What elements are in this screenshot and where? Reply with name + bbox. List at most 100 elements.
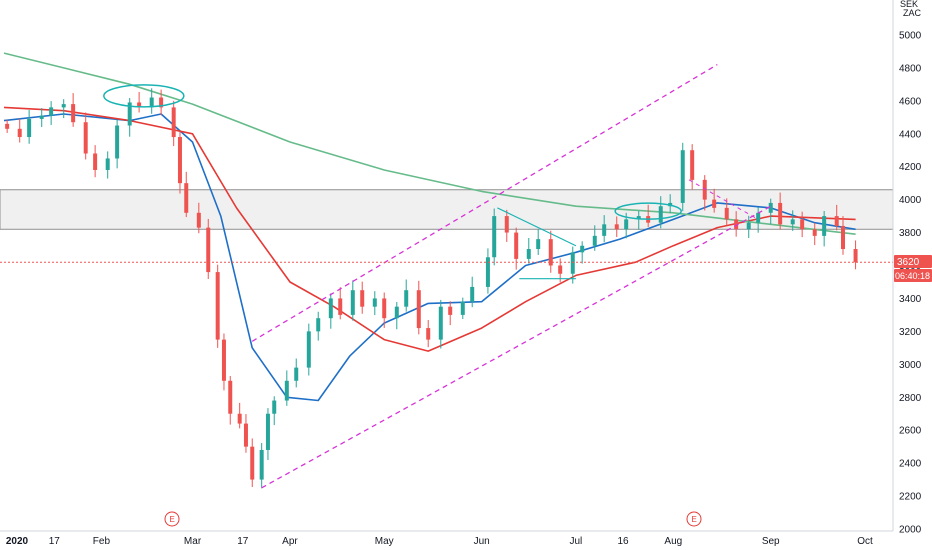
price-tick-label: 3400: [899, 294, 922, 305]
price-tick-label: 2400: [899, 459, 922, 470]
candle-up: [404, 279, 409, 312]
candle-down: [614, 216, 619, 238]
date-tick-label: Feb: [93, 536, 111, 547]
candle-down: [5, 119, 10, 133]
price-tick-label: 4600: [899, 96, 922, 107]
candle-body: [658, 206, 663, 223]
candle-up: [265, 408, 270, 460]
candle-body: [284, 380, 289, 401]
candle-down: [504, 209, 509, 242]
candle-body: [184, 183, 189, 213]
candle-body: [853, 249, 858, 263]
candle-body: [712, 199, 717, 208]
candle-down: [548, 230, 553, 273]
candle-body: [105, 158, 110, 170]
candle-body: [171, 107, 176, 138]
candle-up: [492, 208, 497, 266]
candle-body: [5, 123, 10, 129]
event-marker-earnings-aug[interactable]: E: [686, 511, 702, 527]
candle-body: [39, 115, 44, 119]
candle-up: [316, 311, 321, 341]
candle-down: [812, 222, 817, 246]
countdown-badge-bg: [894, 269, 932, 282]
date-tick-label: Oct: [857, 536, 873, 547]
price-tick-label: 4400: [899, 129, 922, 140]
candle-down: [338, 287, 343, 320]
candle-down: [360, 281, 365, 314]
candle-up: [394, 302, 399, 330]
candle-up: [372, 291, 377, 316]
candle-body: [196, 212, 201, 228]
candle-body: [526, 249, 531, 259]
candle-body: [690, 150, 695, 180]
date-tick-label: Apr: [282, 536, 298, 547]
price-tick-label: 3800: [899, 228, 922, 239]
candle-body: [470, 286, 475, 302]
candle-down: [215, 264, 220, 348]
candle-up: [460, 297, 465, 320]
candle-body: [790, 219, 795, 225]
candle-down: [83, 112, 88, 160]
channel-upper-line: [251, 64, 718, 342]
candle-up: [756, 207, 761, 233]
candle-down: [778, 192, 783, 230]
candle-body: [504, 216, 509, 233]
candle-body: [426, 328, 431, 340]
candle-body: [834, 216, 839, 226]
candle-body: [177, 137, 182, 184]
candle-body: [221, 339, 226, 381]
event-marker-label: E: [692, 515, 697, 524]
price-tick-label: 4200: [899, 162, 922, 173]
currency-label: SEK: [900, 0, 918, 9]
candle-body: [624, 219, 629, 230]
candle-body: [734, 219, 739, 230]
candle-down: [177, 131, 182, 194]
candle-down: [221, 333, 226, 391]
candle-down: [228, 376, 233, 425]
candle-body: [636, 216, 641, 220]
candle-up: [39, 108, 44, 127]
candle-body: [382, 298, 387, 319]
candle-down: [206, 218, 211, 280]
candle-up: [580, 241, 585, 264]
date-tick-label: 17: [237, 536, 249, 547]
candle-body: [49, 107, 54, 116]
candle-body: [272, 400, 277, 414]
candle-body: [614, 224, 619, 230]
date-tick-label: Aug: [664, 536, 682, 547]
channel-lower-line: [261, 205, 772, 489]
event-marker-circle[interactable]: [686, 511, 702, 527]
candle-body: [602, 224, 607, 236]
candle-up: [592, 225, 597, 251]
candle-body: [514, 232, 519, 259]
time-axis[interactable]: 2020 17 Feb Mar 17 Apr May Jun Jul 16 Aug Sep Oct: [6, 536, 873, 547]
event-marker-earnings-feb[interactable]: E: [164, 511, 180, 527]
candle-body: [756, 212, 761, 223]
candle-body: [137, 102, 142, 108]
candle-body: [822, 216, 827, 236]
event-marker-label: E: [170, 515, 175, 524]
resistance-zone: [0, 189, 894, 230]
sma-slow-line: [3, 106, 856, 352]
pullback-dashed-line: [688, 179, 759, 220]
candle-up: [570, 246, 575, 284]
candle-body: [338, 298, 343, 315]
candle-body: [394, 306, 399, 319]
candle-up: [350, 280, 355, 321]
candle-up: [470, 276, 475, 308]
candle-body: [460, 301, 465, 315]
candle-body: [536, 239, 541, 250]
candle-up: [680, 142, 685, 212]
candle-body: [492, 216, 497, 258]
date-tick-label: Sep: [762, 536, 780, 547]
candle-body: [438, 306, 443, 340]
candle-up: [115, 119, 120, 169]
symbol-label: ZAC: [903, 8, 922, 18]
candle-body: [149, 97, 154, 108]
candle-body: [265, 413, 270, 450]
candle-body: [83, 122, 88, 154]
candle-body: [127, 102, 132, 126]
candle-body: [841, 225, 846, 250]
event-marker-circle[interactable]: [164, 511, 180, 527]
